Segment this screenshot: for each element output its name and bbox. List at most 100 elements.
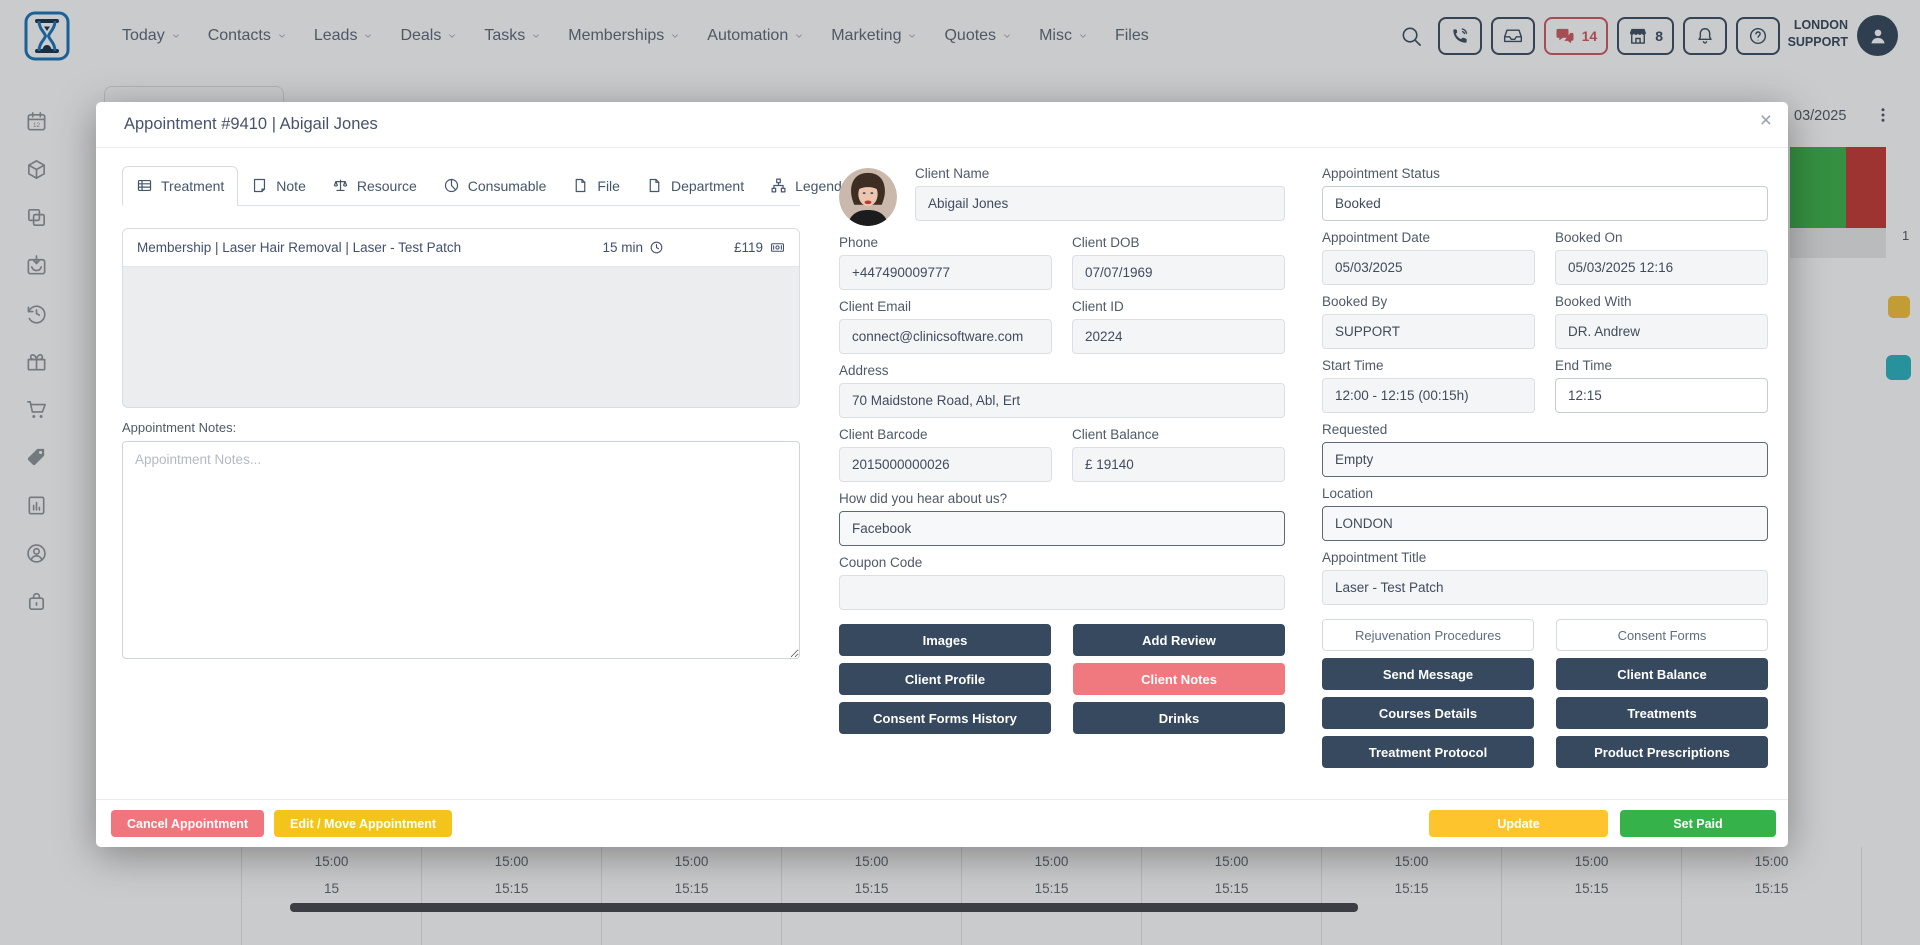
field-value-requested[interactable]: Empty bbox=[1322, 442, 1768, 477]
field-value-client-email[interactable]: connect@clinicsoftware.com bbox=[839, 319, 1052, 354]
lock-icon[interactable] bbox=[25, 590, 48, 613]
topbar-chat-button[interactable]: 14 bbox=[1543, 17, 1609, 55]
set-paid-button[interactable]: Set Paid bbox=[1620, 810, 1776, 837]
nav-item-leads[interactable]: Leads bbox=[314, 27, 374, 45]
topbar-bell-button[interactable] bbox=[1683, 17, 1727, 55]
field-value-coupon-code[interactable] bbox=[839, 575, 1285, 610]
tag-icon[interactable] bbox=[25, 446, 48, 469]
field-value-client-id[interactable]: 20224 bbox=[1072, 319, 1285, 354]
calendar-12-icon[interactable]: 12 bbox=[25, 110, 48, 133]
topbar-help-button[interactable] bbox=[1736, 17, 1780, 55]
chart-icon[interactable] bbox=[25, 494, 48, 517]
calendar-event-red[interactable] bbox=[1846, 147, 1886, 228]
field-value-end-time[interactable]: 12:15 bbox=[1555, 378, 1768, 413]
field-label: How did you hear about us? bbox=[839, 491, 1008, 506]
topbar: Today Contacts Leads Deals Tasks Memberships A… bbox=[0, 0, 1920, 72]
drinks-button[interactable]: Drinks bbox=[1073, 702, 1285, 734]
images-button[interactable]: Images bbox=[839, 624, 1051, 656]
client-notes-button[interactable]: Client Notes bbox=[1073, 663, 1285, 695]
send-message-button[interactable]: Send Message bbox=[1322, 658, 1534, 690]
product-prescriptions-button[interactable]: Product Prescriptions bbox=[1556, 736, 1768, 768]
calendar-inbox-icon[interactable] bbox=[25, 254, 48, 277]
field-value-location[interactable]: LONDON bbox=[1322, 506, 1768, 541]
left-sidebar: 12 bbox=[0, 72, 72, 945]
client-balance-button[interactable]: Client Balance bbox=[1556, 658, 1768, 690]
copy-icon[interactable] bbox=[25, 206, 48, 229]
user-avatar[interactable] bbox=[1857, 15, 1898, 56]
nav-item-marketing[interactable]: Marketing bbox=[831, 27, 917, 45]
courses-details-button[interactable]: Courses Details bbox=[1322, 697, 1534, 729]
search-icon[interactable] bbox=[1400, 25, 1423, 48]
field-value-client-barcode[interactable]: 2015000000026 bbox=[839, 447, 1052, 482]
clinicsoftware-logo-icon[interactable] bbox=[24, 6, 70, 66]
consent-forms-button[interactable]: Consent Forms bbox=[1556, 619, 1768, 651]
client-profile-button[interactable]: Client Profile bbox=[839, 663, 1051, 695]
tab-consumable[interactable]: Consumable bbox=[430, 167, 560, 205]
cart-icon[interactable] bbox=[25, 398, 48, 421]
field-value-address[interactable]: 70 Maidstone Road, Abl, Ert bbox=[839, 383, 1285, 418]
kebab-menu-icon[interactable] bbox=[1874, 106, 1892, 124]
cube-icon[interactable] bbox=[25, 158, 48, 181]
nav-item-quotes[interactable]: Quotes bbox=[944, 27, 1012, 45]
horizontal-scrollbar[interactable] bbox=[290, 903, 1358, 912]
field-value-appointment-title[interactable]: Laser - Test Patch bbox=[1322, 570, 1768, 605]
field-client-balance: Client Balance £ 19140 bbox=[1072, 427, 1285, 482]
field-value-client-dob[interactable]: 07/07/1969 bbox=[1072, 255, 1285, 290]
treatment-protocol-button[interactable]: Treatment Protocol bbox=[1322, 736, 1534, 768]
nav-item-automation[interactable]: Automation bbox=[707, 27, 804, 45]
nav-item-contacts[interactable]: Contacts bbox=[208, 27, 287, 45]
chat-badge-teal-icon[interactable] bbox=[1886, 355, 1911, 380]
calendar-event-green[interactable] bbox=[1790, 147, 1846, 228]
close-icon[interactable]: × bbox=[1759, 109, 1772, 132]
cancel-appointment-button[interactable]: Cancel Appointment bbox=[111, 810, 265, 837]
consent-forms-history-button[interactable]: Consent Forms History bbox=[839, 702, 1051, 734]
modal-tabs: Treatment Note Resource Consumable File Depar… bbox=[122, 166, 842, 206]
edit-move-appointment-button[interactable]: Edit / Move Appointment bbox=[274, 810, 453, 837]
tab-note[interactable]: Note bbox=[238, 167, 319, 205]
rejuvenation-procedures-button[interactable]: Rejuvenation Procedures bbox=[1322, 619, 1534, 651]
nav-item-today[interactable]: Today bbox=[122, 27, 181, 45]
nav-item-misc[interactable]: Misc bbox=[1039, 27, 1088, 45]
details-panel: Client Name Abigail Jones Phone +44749000… bbox=[839, 166, 1768, 768]
field-value-how-did-you-hear-about-us[interactable]: Facebook bbox=[839, 511, 1285, 546]
field-label: Client Email bbox=[839, 299, 912, 314]
tab-department[interactable]: Department bbox=[633, 167, 757, 205]
field-value-booked-on[interactable]: 05/03/2025 12:16 bbox=[1555, 250, 1768, 285]
calendar-column: 15:00 15:15 bbox=[1502, 847, 1682, 945]
appointment-notes-input[interactable] bbox=[122, 441, 800, 659]
history-icon[interactable] bbox=[25, 302, 48, 325]
topbar-inbox-button[interactable] bbox=[1490, 17, 1535, 55]
chevron-down-icon bbox=[794, 31, 804, 41]
tab-treatment[interactable]: Treatment bbox=[122, 166, 239, 206]
nav-item-files[interactable]: Files bbox=[1115, 27, 1149, 45]
nav-item-tasks[interactable]: Tasks bbox=[484, 27, 541, 45]
field-value-appointment-status[interactable]: Booked bbox=[1322, 186, 1768, 221]
topbar-phone-button[interactable] bbox=[1437, 17, 1482, 55]
nav-item-deals[interactable]: Deals bbox=[400, 27, 457, 45]
treatments-button[interactable]: Treatments bbox=[1556, 697, 1768, 729]
client-name-value[interactable]: Abigail Jones bbox=[915, 186, 1285, 221]
field-value-appointment-date[interactable]: 05/03/2025 bbox=[1322, 250, 1535, 285]
time-strip-spacer bbox=[72, 847, 242, 945]
add-review-button[interactable]: Add Review bbox=[1073, 624, 1285, 656]
field-value-phone[interactable]: +447490009777 bbox=[839, 255, 1052, 290]
treatment-row[interactable]: Membership | Laser Hair Removal | Laser … bbox=[123, 229, 799, 267]
client-photo[interactable] bbox=[839, 168, 897, 226]
update-button[interactable]: Update bbox=[1429, 810, 1608, 837]
alert-badge-yellow-icon[interactable] bbox=[1888, 296, 1910, 318]
nav-item-memberships[interactable]: Memberships bbox=[568, 27, 680, 45]
field-value-booked-by[interactable]: SUPPORT bbox=[1322, 314, 1535, 349]
gift-icon[interactable] bbox=[25, 350, 48, 373]
chevron-down-icon bbox=[531, 31, 541, 41]
note-icon bbox=[251, 177, 268, 194]
field-label: Start Time bbox=[1322, 358, 1384, 373]
tab-resource[interactable]: Resource bbox=[319, 167, 430, 205]
field-value-client-balance[interactable]: £ 19140 bbox=[1072, 447, 1285, 482]
field-value-booked-with[interactable]: DR. Andrew bbox=[1555, 314, 1768, 349]
account-icon[interactable] bbox=[25, 542, 48, 565]
field-client-dob: Client DOB 07/07/1969 bbox=[1072, 235, 1285, 290]
topbar-store-button[interactable]: 8 bbox=[1617, 17, 1674, 55]
tab-legend[interactable]: Legend bbox=[757, 167, 855, 205]
tab-file[interactable]: File bbox=[559, 167, 633, 205]
field-value-start-time[interactable]: 12:00 - 12:15 (00:15h) bbox=[1322, 378, 1535, 413]
